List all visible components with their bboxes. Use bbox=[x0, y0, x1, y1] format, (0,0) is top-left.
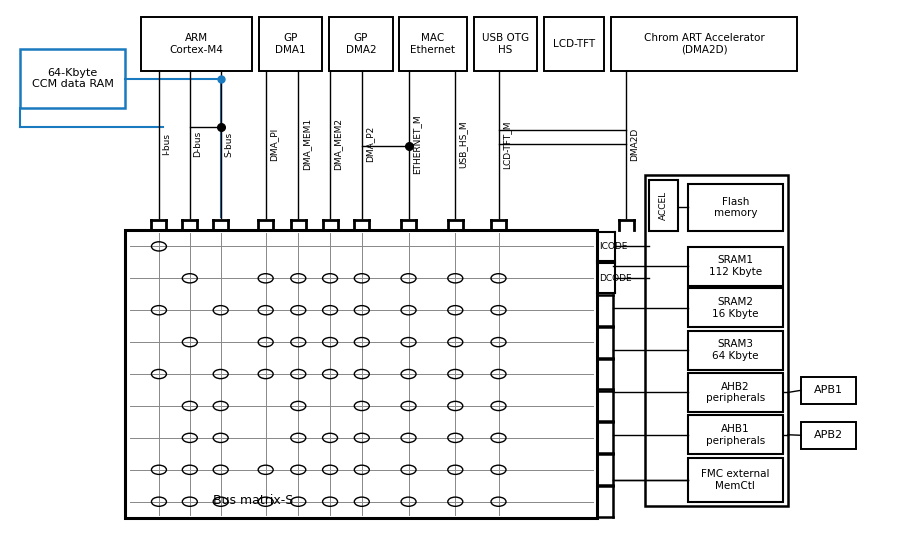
Bar bbox=[688, 331, 782, 370]
Bar bbox=[801, 422, 856, 449]
Text: AHB1
peripherals: AHB1 peripherals bbox=[706, 424, 765, 446]
Bar bbox=[688, 415, 782, 454]
Text: 64-Kbyte
CCM data RAM: 64-Kbyte CCM data RAM bbox=[32, 68, 113, 90]
Text: DMA_MEM2: DMA_MEM2 bbox=[334, 118, 343, 170]
Text: I-bus: I-bus bbox=[163, 133, 172, 155]
Bar bbox=[688, 184, 782, 231]
Text: LCD-TFT: LCD-TFT bbox=[554, 39, 596, 49]
Bar bbox=[329, 18, 392, 71]
Bar bbox=[125, 231, 598, 518]
Text: ARM
Cortex-M4: ARM Cortex-M4 bbox=[169, 33, 223, 55]
Text: MAC
Ethernet: MAC Ethernet bbox=[410, 33, 455, 55]
Text: LCD-TFT_M: LCD-TFT_M bbox=[502, 120, 511, 169]
Bar bbox=[645, 175, 788, 506]
Text: AHB2
peripherals: AHB2 peripherals bbox=[706, 382, 765, 403]
Text: DMA2D: DMA2D bbox=[630, 128, 639, 161]
Text: Bus matrix-S: Bus matrix-S bbox=[212, 494, 293, 507]
Bar bbox=[688, 289, 782, 327]
Bar bbox=[544, 18, 605, 71]
Text: USB_HS_M: USB_HS_M bbox=[459, 121, 468, 168]
Text: APB2: APB2 bbox=[814, 430, 843, 440]
Text: DMA_MEM1: DMA_MEM1 bbox=[302, 118, 310, 170]
Text: ACCEL: ACCEL bbox=[659, 191, 668, 220]
Text: SRAM3
64 Kbyte: SRAM3 64 Kbyte bbox=[712, 340, 759, 361]
Bar bbox=[688, 247, 782, 286]
Text: Flash
memory: Flash memory bbox=[714, 197, 757, 218]
Text: S-bus: S-bus bbox=[224, 132, 233, 157]
Bar bbox=[688, 373, 782, 412]
Text: DMA_P2: DMA_P2 bbox=[365, 126, 374, 163]
Text: DCODE: DCODE bbox=[599, 274, 632, 283]
Bar bbox=[473, 18, 537, 71]
Bar bbox=[399, 18, 467, 71]
Text: SRAM1
112 Kbyte: SRAM1 112 Kbyte bbox=[709, 255, 762, 277]
Bar bbox=[649, 180, 678, 231]
Text: D-bus: D-bus bbox=[194, 131, 202, 158]
Text: USB OTG
HS: USB OTG HS bbox=[482, 33, 529, 55]
Text: GP
DMA2: GP DMA2 bbox=[346, 33, 376, 55]
Text: ETHERNET_M: ETHERNET_M bbox=[412, 114, 421, 174]
Bar bbox=[141, 18, 252, 71]
Text: APB1: APB1 bbox=[814, 385, 843, 395]
Text: GP
DMA1: GP DMA1 bbox=[275, 33, 306, 55]
Text: Chrom ART Accelerator
(DMA2D): Chrom ART Accelerator (DMA2D) bbox=[644, 33, 764, 55]
Text: FMC external
MemCtl: FMC external MemCtl bbox=[701, 469, 770, 491]
Bar bbox=[258, 18, 322, 71]
Text: ICODE: ICODE bbox=[599, 242, 627, 251]
Bar bbox=[21, 49, 124, 108]
Bar bbox=[688, 458, 782, 503]
Text: SRAM2
16 Kbyte: SRAM2 16 Kbyte bbox=[712, 297, 759, 319]
Text: DMA_PI: DMA_PI bbox=[269, 128, 278, 161]
Bar bbox=[611, 18, 796, 71]
Bar bbox=[801, 377, 856, 404]
